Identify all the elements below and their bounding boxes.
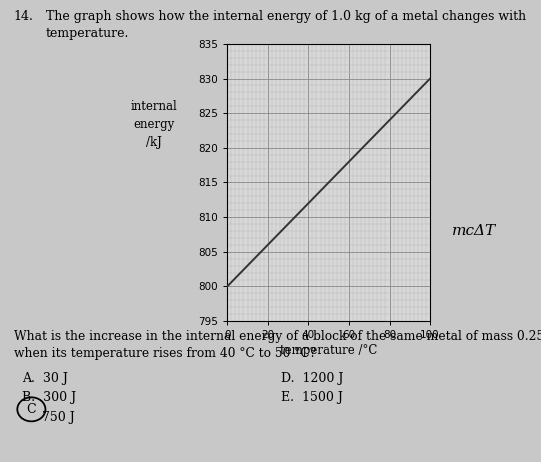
- Text: B.  300 J: B. 300 J: [22, 391, 76, 404]
- Text: internal
energy
/kJ: internal energy /kJ: [131, 100, 177, 149]
- Text: mcΔT: mcΔT: [452, 224, 496, 238]
- Text: 750 J: 750 J: [22, 411, 75, 424]
- Text: C: C: [27, 403, 36, 416]
- Text: 14.: 14.: [14, 10, 34, 23]
- X-axis label: temperature /°C: temperature /°C: [280, 344, 377, 357]
- Text: E.  1500 J: E. 1500 J: [281, 391, 343, 404]
- Text: A.  30 J: A. 30 J: [22, 372, 68, 385]
- Text: temperature.: temperature.: [46, 27, 129, 40]
- Text: What is the increase in the internal energy of a block of the same metal of mass: What is the increase in the internal ene…: [14, 330, 541, 343]
- Text: The graph shows how the internal energy of 1.0 kg of a metal changes with: The graph shows how the internal energy …: [46, 10, 526, 23]
- Text: D.  1200 J: D. 1200 J: [281, 372, 344, 385]
- Text: when its temperature rises from 40 °C to 50 °C?: when its temperature rises from 40 °C to…: [14, 347, 316, 360]
